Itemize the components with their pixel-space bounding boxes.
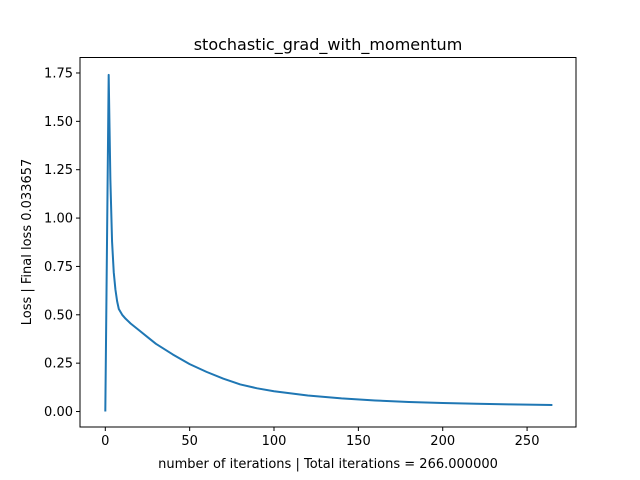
y-tick-label: 1.00: [44, 212, 73, 227]
y-tick-label: 0.75: [44, 260, 73, 275]
y-tick-label: 1.25: [44, 163, 73, 178]
y-tick-label: 1.50: [44, 115, 73, 130]
x-tick-label: 100: [262, 434, 287, 449]
x-tick-label: 0: [101, 434, 109, 449]
y-tick-label: 0.00: [44, 405, 73, 420]
x-axis-ticks: 0 50 100 150 200 250: [101, 427, 539, 449]
y-axis-ticks: 0.00 0.25 0.50 0.75 1.00 1.25 1.50 1.75: [44, 66, 80, 420]
chart-title: stochastic_grad_with_momentum: [194, 35, 463, 55]
plot-frame: [79, 57, 577, 428]
loss-series-line: [104, 73, 553, 412]
x-tick-label: 150: [346, 434, 371, 449]
x-tick-label: 200: [430, 434, 455, 449]
x-axis-label: number of iterations | Total iterations …: [158, 457, 498, 472]
x-tick-label: 250: [515, 434, 540, 449]
y-axis-label: Loss | Final loss 0.033657: [20, 159, 35, 326]
x-tick-label: 50: [181, 434, 198, 449]
y-tick-label: 0.25: [44, 357, 73, 372]
y-tick-label: 0.50: [44, 308, 73, 323]
plot-area: [104, 73, 553, 412]
y-tick-label: 1.75: [44, 66, 73, 81]
